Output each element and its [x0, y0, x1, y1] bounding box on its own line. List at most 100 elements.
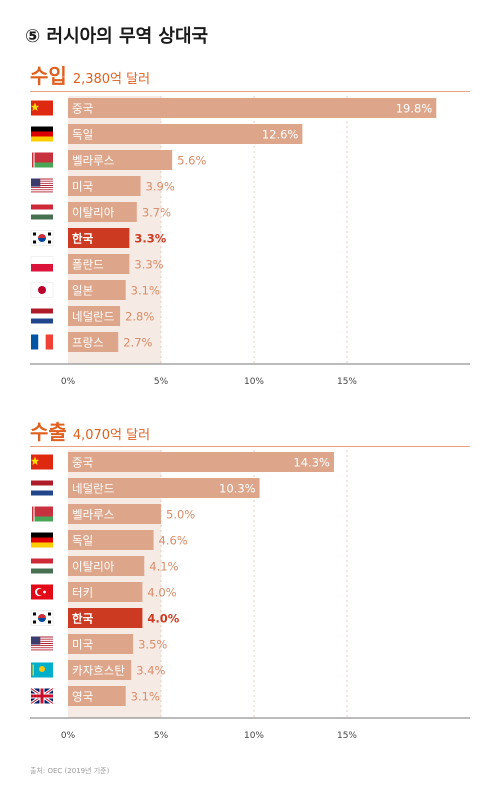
import-header: 수입 2,380억 달러 — [30, 60, 150, 89]
bar-6 — [68, 254, 130, 274]
bar-2 — [68, 504, 161, 524]
value-label: 2.8% — [125, 310, 154, 324]
category-label: 독일 — [72, 534, 93, 548]
x-tick-label: 15% — [337, 377, 357, 387]
japan-flag — [30, 282, 54, 298]
bar-2 — [68, 150, 173, 170]
hungary-flag — [31, 204, 53, 220]
x-tick-label: 5% — [154, 377, 169, 387]
category-label: 이탈리아 — [72, 560, 115, 574]
uk-flag — [30, 687, 54, 705]
export-divider — [30, 446, 470, 447]
netherlands-flag — [31, 480, 53, 496]
category-label: 중국 — [72, 102, 93, 116]
bar-5 — [68, 582, 143, 602]
netherlands-flag — [31, 308, 53, 324]
value-label: 10.3% — [219, 482, 256, 496]
value-label: 4.6% — [159, 534, 188, 548]
bar-5 — [68, 228, 130, 248]
export-title: 수출 — [30, 420, 67, 444]
category-label: 네덜란드 — [72, 482, 114, 496]
import-chart: 중국 19.8% 독일 12.6% 벨라루스 5.6% 미국 3.9% 이탈리아 3.7% 한국 3.… — [30, 96, 470, 387]
category-label: 미국 — [72, 638, 93, 652]
category-label: 일본 — [72, 284, 93, 298]
bar-9 — [68, 686, 126, 706]
value-label: 2.7% — [123, 336, 152, 350]
value-label: 3.1% — [131, 284, 160, 298]
export-total: 4,070억 달러 — [72, 428, 151, 443]
bar-4 — [68, 556, 145, 576]
category-label: 한국 — [72, 612, 94, 626]
value-label: 5.0% — [166, 508, 195, 522]
bar-8 — [68, 306, 121, 326]
x-tick-label: 10% — [244, 731, 264, 741]
export-header: 수출 4,070억 달러 — [30, 416, 150, 445]
bar-3 — [68, 176, 141, 196]
bar-9 — [68, 332, 119, 352]
x-tick-label: 10% — [244, 377, 264, 387]
category-label: 미국 — [72, 180, 93, 194]
page-title: ⑤ 러시아의 무역 상대국 — [25, 26, 209, 47]
germany-flag — [31, 126, 53, 142]
value-label: 4.1% — [149, 560, 178, 574]
source-note: 출처: OEC (2019년 기준) — [30, 767, 110, 775]
poland-flag — [30, 256, 54, 272]
germany-flag — [31, 532, 53, 548]
value-label: 4.0% — [147, 612, 179, 626]
value-label: 3.4% — [136, 664, 165, 678]
value-label: 5.6% — [177, 154, 206, 168]
korea-flag — [30, 230, 54, 246]
value-label: 3.3% — [134, 258, 163, 272]
category-label: 독일 — [72, 128, 93, 142]
bar-8 — [68, 660, 132, 680]
value-label: 12.6% — [262, 128, 299, 142]
kazakhstan-flag — [31, 662, 53, 678]
usa-flag — [31, 178, 53, 194]
bar-4 — [68, 202, 137, 222]
value-label: 4.0% — [147, 586, 176, 600]
bar-3 — [68, 530, 154, 550]
x-tick-label: 5% — [154, 731, 169, 741]
category-label: 이탈리아 — [72, 206, 115, 220]
category-label: 영국 — [72, 690, 93, 704]
category-label: 폴란드 — [72, 258, 104, 272]
value-label: 3.1% — [131, 690, 160, 704]
value-label: 19.8% — [396, 102, 433, 116]
value-label: 14.3% — [293, 456, 330, 470]
category-label: 네덜란드 — [72, 310, 114, 324]
bar-7 — [68, 280, 126, 300]
bar-1 — [68, 478, 260, 498]
category-label: 중국 — [72, 456, 93, 470]
category-label: 벨라루스 — [72, 154, 114, 168]
x-tick-label: 15% — [337, 731, 357, 741]
bar-1 — [68, 124, 303, 144]
hungary-flag — [31, 558, 53, 574]
import-divider — [30, 91, 470, 92]
import-total: 2,380억 달러 — [72, 72, 151, 87]
export-chart: 중국 14.3% 네덜란드 10.3% 벨라루스 5.0% 독일 4.6% 이탈리아 4.1% 터키… — [30, 450, 470, 741]
category-label: 터키 — [72, 586, 93, 600]
value-label: 3.9% — [146, 180, 175, 194]
x-tick-label: 0% — [61, 731, 76, 741]
x-tick-label: 0% — [61, 377, 76, 387]
value-label: 3.5% — [138, 638, 167, 652]
value-label: 3.7% — [142, 206, 171, 220]
china-flag — [31, 454, 53, 470]
bar-6 — [68, 608, 143, 628]
category-label: 프랑스 — [72, 336, 104, 350]
france-flag — [31, 334, 53, 350]
bar-7 — [68, 634, 134, 654]
bar-0 — [68, 452, 334, 472]
turkey-flag — [31, 584, 53, 600]
belarus-flag — [31, 506, 53, 522]
category-label: 한국 — [72, 232, 94, 246]
value-label: 3.3% — [134, 232, 166, 246]
usa-flag — [31, 636, 53, 652]
belarus-flag — [31, 152, 53, 168]
import-title: 수입 — [30, 64, 67, 88]
bar-0 — [68, 98, 437, 118]
korea-flag — [30, 610, 54, 626]
china-flag — [31, 100, 53, 116]
category-label: 카자흐스탄 — [72, 664, 125, 678]
category-label: 벨라루스 — [72, 508, 114, 522]
